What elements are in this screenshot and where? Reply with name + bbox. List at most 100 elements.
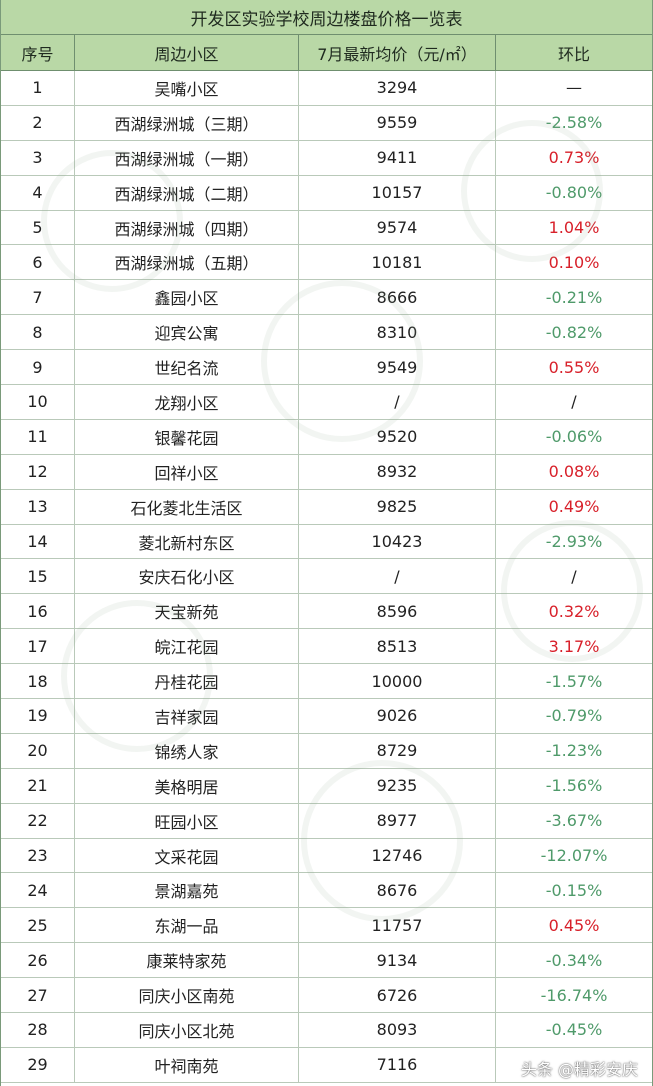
table-row: 11 银馨花园 9520 -0.06%: [1, 419, 652, 455]
row-price: 3294: [299, 71, 496, 105]
table-row: 16 天宝新苑 8596 0.32%: [1, 594, 652, 630]
row-change: 0.45%: [548, 915, 600, 935]
table-row: 15 安庆石化小区 / /: [1, 559, 652, 595]
row-change: -2.93%: [545, 532, 603, 552]
row-community: 同庆小区南苑: [75, 978, 299, 1013]
table-row: 24 景湖嘉苑 8676 -0.15%: [1, 873, 652, 909]
row-community: 菱北新村东区: [75, 524, 299, 559]
row-price: 8932: [299, 454, 496, 489]
header-index: 序号: [1, 35, 75, 70]
row-price: 10000: [299, 664, 496, 699]
row-index: 25: [1, 908, 75, 943]
row-index: 2: [1, 105, 75, 140]
row-change: 0.55%: [548, 357, 600, 377]
table-row: 29 叶祠南苑 7116: [1, 1047, 652, 1083]
row-change: -0.06%: [545, 427, 603, 447]
row-change: 1.04%: [548, 218, 600, 237]
row-change: 0.73%: [548, 148, 600, 168]
table-row: 5 西湖绿洲城（四期） 9574 1.04%: [1, 210, 652, 246]
row-index: 20: [1, 733, 75, 768]
table-row: 19 吉祥家园 9026 -0.79%: [1, 699, 652, 734]
row-price: /: [299, 385, 496, 419]
row-index: 7: [1, 280, 75, 315]
row-index: 3: [1, 140, 75, 175]
row-index: 1: [1, 71, 75, 105]
row-change: 0.49%: [548, 497, 600, 517]
row-price: 9134: [299, 943, 496, 978]
row-price: 9574: [299, 210, 496, 245]
row-index: 18: [1, 664, 75, 699]
row-change: —: [566, 78, 582, 98]
row-price: 9549: [299, 350, 496, 385]
row-change: /: [571, 566, 577, 586]
row-community: 美格明居: [75, 768, 299, 803]
row-community: 回祥小区: [75, 454, 299, 489]
row-price: 8513: [299, 629, 496, 664]
row-community: 丹桂花园: [75, 664, 299, 699]
row-community: 吉祥家园: [75, 699, 299, 733]
row-price: 10157: [299, 175, 496, 210]
row-index: 19: [1, 699, 75, 733]
row-price: 9411: [299, 140, 496, 175]
row-change: -0.80%: [545, 183, 603, 203]
row-index: 5: [1, 210, 75, 245]
row-community: 西湖绿洲城（二期）: [75, 175, 299, 210]
row-community: 皖江花园: [75, 629, 299, 664]
row-community: 鑫园小区: [75, 280, 299, 315]
table-row: 2 西湖绿洲城（三期） 9559 -2.58%: [1, 105, 652, 141]
row-index: 6: [1, 245, 75, 280]
table-row: 12 回祥小区 8932 0.08%: [1, 454, 652, 490]
row-community: 同庆小区北苑: [75, 1013, 299, 1047]
row-index: 8: [1, 315, 75, 350]
table-row: 26 康莱特家苑 9134 -0.34%: [1, 943, 652, 979]
row-price: 8729: [299, 733, 496, 768]
row-community: 康莱特家苑: [75, 943, 299, 978]
row-community: 景湖嘉苑: [75, 873, 299, 908]
row-change: 3.17%: [548, 636, 600, 656]
row-community: 西湖绿洲城（四期）: [75, 210, 299, 245]
row-community: 吴嘴小区: [75, 71, 299, 105]
row-price: 9520: [299, 419, 496, 454]
row-index: 29: [1, 1047, 75, 1082]
row-index: 13: [1, 489, 75, 524]
row-price: 10181: [299, 245, 496, 280]
row-change: 0.08%: [548, 462, 600, 482]
row-price: 8676: [299, 873, 496, 908]
row-index: 11: [1, 419, 75, 454]
row-price: 6726: [299, 978, 496, 1013]
row-index: 15: [1, 559, 75, 594]
row-change: -1.23%: [545, 741, 603, 761]
row-index: 9: [1, 350, 75, 385]
table-row: 7 鑫园小区 8666 -0.21%: [1, 280, 652, 316]
row-index: 16: [1, 594, 75, 629]
table-row: 14 菱北新村东区 10423 -2.93%: [1, 524, 652, 560]
row-price: 9235: [299, 768, 496, 803]
row-change: 0.32%: [548, 601, 600, 621]
row-index: 28: [1, 1013, 75, 1047]
row-price: 11757: [299, 908, 496, 943]
row-change: -0.15%: [545, 880, 603, 900]
row-change: -1.56%: [545, 776, 603, 796]
table-row: 28 同庆小区北苑 8093 -0.45%: [1, 1013, 652, 1048]
row-price: 8596: [299, 594, 496, 629]
row-price: 8666: [299, 280, 496, 315]
table-row: 9 世纪名流 9549 0.55%: [1, 350, 652, 386]
row-price: 8093: [299, 1013, 496, 1047]
header-price: 7月最新均价（元/㎡）: [299, 35, 496, 70]
row-change: -0.21%: [545, 287, 603, 307]
row-change: -0.79%: [545, 706, 603, 726]
row-change: -1.57%: [545, 671, 603, 691]
row-community: 西湖绿洲城（五期）: [75, 245, 299, 280]
row-index: 12: [1, 454, 75, 489]
row-price: 7116: [299, 1047, 496, 1082]
row-index: 14: [1, 524, 75, 559]
table-row: 1 吴嘴小区 3294 —: [1, 71, 652, 106]
row-price: /: [299, 559, 496, 594]
row-index: 24: [1, 873, 75, 908]
row-price: 8977: [299, 803, 496, 838]
row-index: 17: [1, 629, 75, 664]
row-index: 10: [1, 385, 75, 419]
row-community: 迎宾公寓: [75, 315, 299, 350]
row-change: 0.10%: [548, 252, 600, 272]
row-change: -0.82%: [545, 322, 603, 342]
